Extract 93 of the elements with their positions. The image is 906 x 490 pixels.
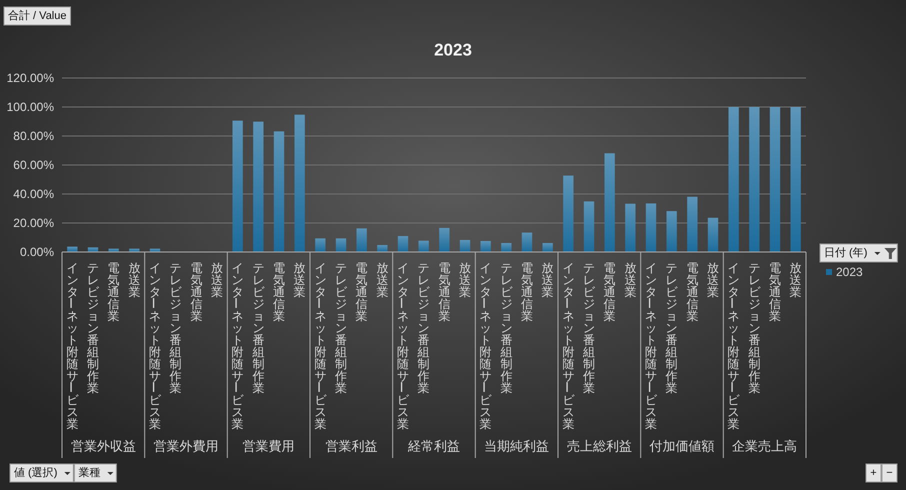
y-tick-label: 120.00% — [6, 71, 54, 85]
bar — [274, 131, 284, 252]
category-label: インターネット附随サービス業 — [394, 261, 409, 431]
text: 当期純利益 — [484, 438, 550, 454]
text: 経常利益 — [407, 438, 460, 454]
y-tick-label: 80.00% — [13, 129, 54, 143]
x-tick-label: 電気通信業 — [604, 261, 616, 323]
x-tick-label: 放送業 — [459, 261, 471, 299]
bar — [749, 107, 760, 252]
bar — [129, 248, 140, 252]
bar — [418, 240, 429, 252]
x-tick-label: 電気通信業 — [273, 261, 285, 323]
button: + — [866, 464, 882, 482]
category-label: インターネット附随サービス業 — [724, 261, 740, 431]
text: 営業外費用 — [154, 438, 218, 454]
bar — [439, 228, 450, 252]
y-tick-label: 20.00% — [13, 216, 54, 230]
y-axis-title: 合計 / Value — [8, 9, 66, 22]
bar — [563, 176, 574, 252]
bar — [253, 122, 264, 252]
button: 日付 (年) — [820, 244, 898, 262]
y-tick-label: 0.00% — [20, 245, 54, 259]
button: 業種 — [74, 464, 117, 482]
bar — [770, 107, 780, 252]
text: 売上総利益 — [566, 438, 632, 454]
bar — [604, 153, 615, 252]
category-label: テレビジョン番組制作業 — [252, 261, 264, 395]
category-label: インターネット附随サービス業 — [559, 261, 574, 431]
category-label: インターネット附随サービス業 — [311, 261, 326, 431]
x-tick-label: 電気通信業 — [438, 261, 450, 323]
button: 合計 / Value — [4, 6, 71, 26]
y-tick-label: 40.00% — [13, 187, 54, 201]
x-tick-label: 電気通信業 — [190, 261, 202, 323]
bar — [542, 243, 553, 252]
category-label: テレビジョン番組制作業 — [170, 261, 182, 395]
text: 企業売上高 — [732, 438, 798, 454]
bar — [356, 228, 367, 252]
category-label: テレビジョン番組制作業 — [87, 261, 99, 395]
bar — [480, 240, 491, 252]
bar — [666, 211, 677, 252]
x-tick-label: 放送業 — [542, 261, 554, 299]
category-label: インターネット附随サービス業 — [476, 261, 492, 431]
legend-label: 2023 — [836, 265, 864, 279]
x-tick-label: 放送業 — [624, 261, 636, 299]
category-label: テレビジョン番組制作業 — [500, 261, 512, 395]
legend-title: 日付 (年) — [824, 247, 868, 259]
bar — [398, 236, 408, 252]
category-label: テレビジョン番組制作業 — [418, 261, 430, 395]
chart-title: 2023 — [434, 40, 472, 60]
x-tick-label: 放送業 — [294, 261, 306, 299]
text: 営業費用 — [242, 438, 295, 454]
bar — [294, 114, 305, 252]
category-label: インターネット附随サービス業 — [228, 261, 244, 431]
bar — [708, 218, 718, 252]
x-tick-label: 放送業 — [128, 261, 140, 299]
bar — [728, 107, 739, 252]
x-tick-label: 電気通信業 — [769, 261, 781, 323]
button: − — [882, 464, 898, 482]
x-tick-label: 放送業 — [376, 261, 388, 299]
category-label: インターネット附随サービス業 — [63, 261, 78, 431]
x-tick-label: 電気通信業 — [356, 261, 368, 323]
bar — [315, 238, 326, 252]
y-tick-label: 60.00% — [13, 158, 54, 172]
text: 営業外収益 — [70, 438, 136, 454]
bar — [336, 238, 346, 252]
y-tick-label: 100.00% — [6, 100, 54, 114]
bar — [67, 246, 78, 252]
bar — [232, 120, 243, 252]
x-tick-label: 電気通信業 — [108, 261, 120, 323]
category-label: インターネット附随サービス業 — [146, 261, 161, 431]
text: 営業利益 — [325, 438, 378, 454]
bar — [501, 243, 512, 252]
x-tick-label: 電気通信業 — [521, 261, 533, 323]
button: 値 (選択) — [10, 464, 74, 482]
bar — [625, 204, 636, 252]
text: 付加価値額 — [648, 438, 714, 454]
bar — [584, 201, 594, 252]
bar — [646, 203, 656, 252]
category-label: テレビジョン番組制作業 — [748, 261, 760, 395]
category-label: インターネット附随サービス業 — [642, 261, 657, 431]
bar — [377, 245, 388, 252]
category-label: テレビジョン番組制作業 — [666, 261, 678, 395]
x-tick-label: 放送業 — [790, 261, 802, 299]
bar — [108, 248, 119, 252]
category-label: テレビジョン番組制作業 — [335, 261, 347, 395]
category-label: テレビジョン番組制作業 — [583, 261, 595, 395]
x-tick-label: 放送業 — [707, 261, 719, 299]
bar — [522, 232, 532, 252]
bar — [790, 107, 801, 252]
x-tick-label: 電気通信業 — [686, 261, 698, 323]
x-tick-label: 放送業 — [211, 261, 223, 299]
bar — [460, 240, 470, 252]
bar — [687, 196, 698, 252]
